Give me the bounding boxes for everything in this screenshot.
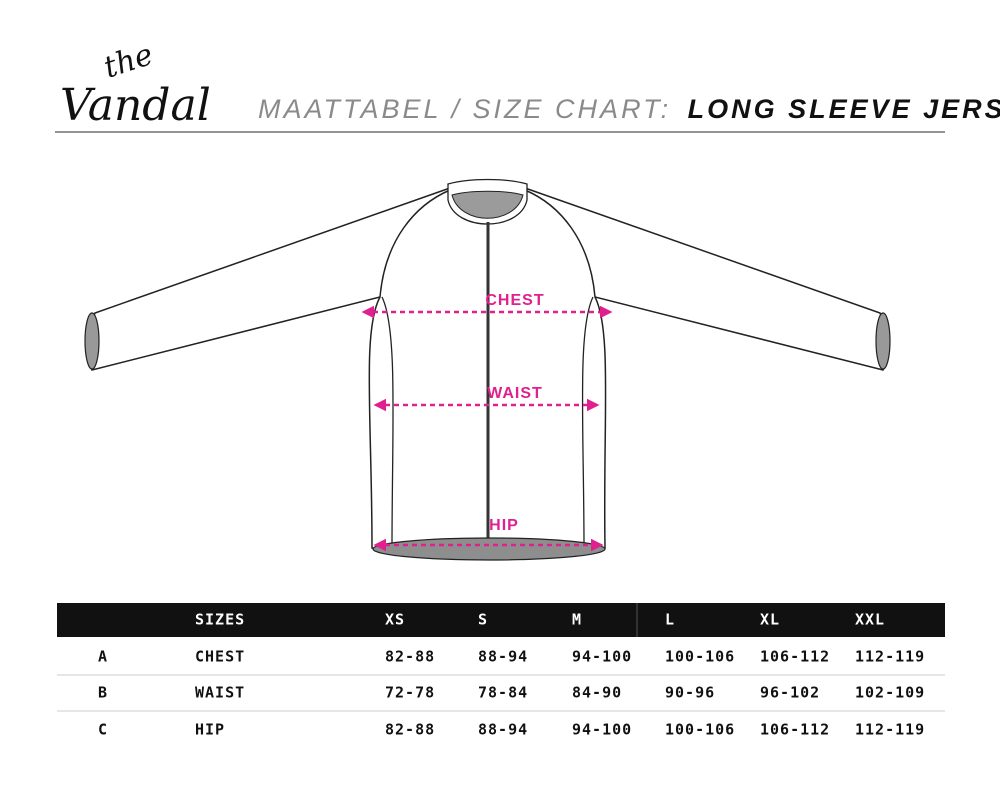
table-cell: 72-78 (385, 684, 435, 702)
table-cell: 112-119 (855, 721, 925, 739)
hem (372, 537, 606, 561)
table-cell: 102-109 (855, 684, 925, 702)
title-product: LONG SLEEVE JERSEY (688, 94, 1000, 124)
table-cell: C (98, 721, 108, 739)
table-cell: 106-112 (760, 648, 830, 666)
title: MAATTABEL / SIZE CHART: LONG SLEEVE JERS… (258, 94, 1000, 124)
header-cell: M (572, 611, 582, 629)
table-cell: 88-94 (478, 648, 528, 666)
collar-inner (451, 190, 524, 219)
table-cell: 106-112 (760, 721, 830, 739)
logo-vandal: Vandal (60, 80, 211, 131)
header-cell: SIZES (195, 611, 245, 629)
header-cell: XS (385, 611, 405, 629)
table-cell: 82-88 (385, 648, 435, 666)
table-cell: 96-102 (760, 684, 820, 702)
table-header-bar (57, 603, 945, 637)
table-cell: HIP (195, 721, 225, 739)
header-cell: XL (760, 611, 780, 629)
table-cell: A (98, 648, 108, 666)
table-cell: 90-96 (665, 684, 715, 702)
header-cell: L (665, 611, 675, 629)
logo-the: the (100, 37, 158, 85)
table-cell: 112-119 (855, 648, 925, 666)
table-cell: 88-94 (478, 721, 528, 739)
table-cell: WAIST (195, 684, 245, 702)
size-table: SIZES XS S M L XL XXL A CHEST 82-88 88-94 94-100 100… (98, 611, 925, 739)
left-cuff (84, 312, 100, 370)
waist-label: WAIST (487, 385, 543, 402)
chest-label: CHEST (485, 292, 544, 309)
table-cell: 84-90 (572, 684, 622, 702)
table-cell: 100-106 (665, 721, 735, 739)
table-cell: 94-100 (572, 721, 632, 739)
table-cell: 78-84 (478, 684, 528, 702)
table-cell: 82-88 (385, 721, 435, 739)
header-cell: S (478, 611, 488, 629)
jersey-illustration: CHEST WAIST HIP (84, 178, 891, 561)
title-prefix: MAATTABEL / SIZE CHART: (258, 94, 671, 124)
table-cell: 94-100 (572, 648, 632, 666)
hip-label: HIP (489, 517, 519, 534)
header-cell: XXL (855, 611, 885, 629)
table-cell: CHEST (195, 648, 245, 666)
table-cell: 100-106 (665, 648, 735, 666)
table-cell: B (98, 684, 108, 702)
right-cuff (875, 312, 891, 370)
